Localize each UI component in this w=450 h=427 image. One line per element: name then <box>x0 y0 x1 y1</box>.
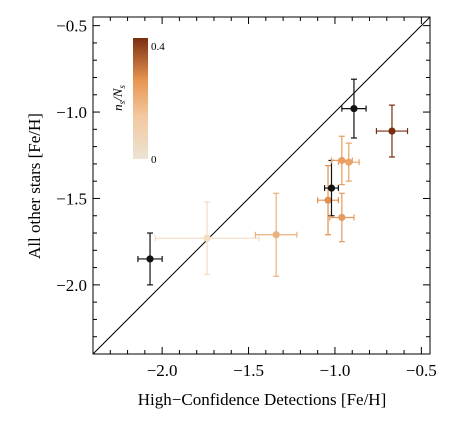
point-marker <box>324 196 332 204</box>
y-tick-label: −1.0 <box>56 103 87 122</box>
point-marker <box>388 127 396 135</box>
colorbar: 0.4 0 ns/Ns <box>110 38 165 166</box>
point-marker <box>146 255 154 263</box>
colorbar-title-slash: /N <box>110 87 125 102</box>
x-tick-label: −0.5 <box>406 361 437 380</box>
x-tick-label: −2.0 <box>147 361 178 380</box>
colorbar-max-label: 0.4 <box>151 41 165 53</box>
tick-labels: −2.0 −1.5 −1.0 −0.5 −2.0 −1.5 −1.0 −0.5 <box>56 17 437 380</box>
point-marker <box>272 231 280 239</box>
data-point <box>375 104 409 158</box>
data-points <box>137 78 409 286</box>
data-point <box>317 165 340 236</box>
identity-line <box>92 16 431 355</box>
colorbar-title: ns/Ns <box>110 85 127 111</box>
point-marker <box>345 158 353 166</box>
x-tick-label: −1.5 <box>233 361 264 380</box>
data-point <box>323 159 340 217</box>
plot-frame <box>92 16 431 355</box>
data-point <box>137 232 163 286</box>
data-point <box>337 142 360 182</box>
x-axis-title: High−Confidence Detections [Fe/H] <box>138 390 386 409</box>
colorbar-title-sub1: s <box>117 100 127 104</box>
data-point <box>341 78 367 139</box>
colorbar-title-n: n <box>110 104 125 111</box>
data-point <box>329 192 355 243</box>
colorbar-min-label: 0 <box>151 154 157 166</box>
point-marker <box>350 104 358 113</box>
point-marker <box>338 213 346 222</box>
point-marker <box>327 184 336 192</box>
x-tick-label: −1.0 <box>320 361 351 380</box>
y-tick-label: −0.5 <box>56 17 87 36</box>
data-point <box>254 192 298 277</box>
colorbar-gradient <box>133 38 148 159</box>
point-marker <box>203 234 211 242</box>
axis-ticks <box>92 17 430 355</box>
data-point <box>154 201 260 276</box>
colorbar-title-sub2: s <box>117 85 127 89</box>
point-marker <box>338 156 346 165</box>
y-axis-title: All other stars [Fe/H] <box>25 113 44 259</box>
y-tick-label: −1.5 <box>56 189 87 208</box>
y-tick-label: −2.0 <box>56 276 87 295</box>
